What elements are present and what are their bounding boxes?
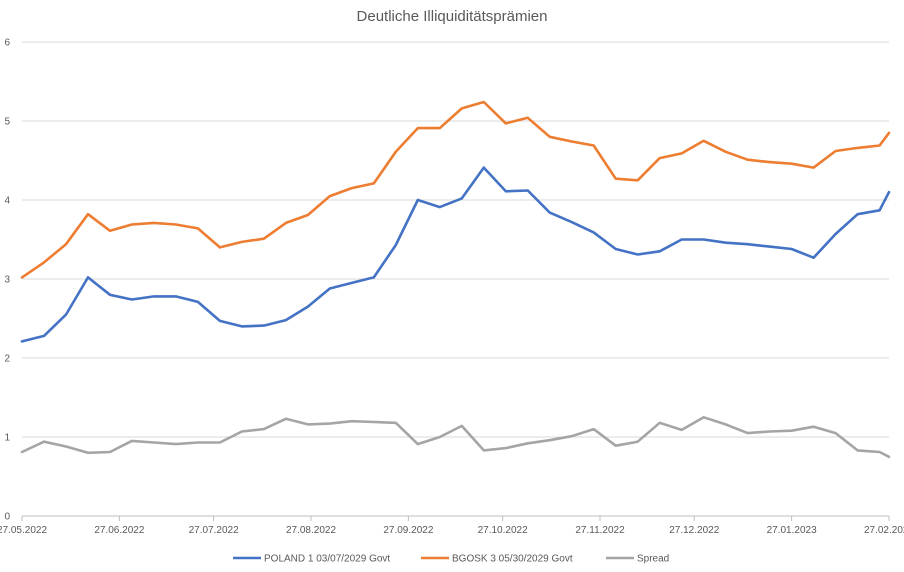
y-tick-label: 0	[4, 512, 10, 523]
series-line-1	[20, 166, 891, 343]
legend-label: BGOSK 3 05/30/2029 Govt	[452, 554, 573, 565]
chart-title: Deutliche Illiquiditätsprämien	[357, 8, 548, 25]
y-axis-ticks: 0 1 2 3 4 5 6	[4, 38, 10, 523]
series-lines	[20, 100, 891, 459]
series-line-3	[20, 415, 891, 459]
x-tick-label: 27.05.2022	[0, 525, 47, 536]
x-tick-label: 27.02.2023	[864, 525, 904, 536]
x-tick-label: 27.09.2022	[383, 525, 433, 536]
series-line-2	[20, 100, 891, 279]
x-tick-label: 27.12.2022	[669, 525, 719, 536]
x-tick-label: 27.01.2023	[767, 525, 817, 536]
legend-label: POLAND 1 03/07/2029 Govt	[264, 554, 390, 565]
x-tick-label: 27.06.2022	[94, 525, 144, 536]
y-tick-label: 5	[4, 117, 10, 128]
legend-label: Spread	[637, 554, 669, 565]
x-tick-label: 27.11.2022	[575, 525, 625, 536]
x-tick-label: 27.07.2022	[189, 525, 239, 536]
y-tick-label: 6	[4, 38, 10, 49]
x-axis-ticks: 27.05.2022 27.06.2022 27.07.2022 27.08.2022…	[0, 516, 904, 536]
y-tick-label: 3	[4, 275, 10, 286]
x-tick-label: 27.10.2022	[478, 525, 528, 536]
x-tick-label: 27.08.2022	[286, 525, 336, 536]
legend: POLAND 1 03/07/2029 Govt BGOSK 3 05/30/20…	[233, 554, 669, 565]
y-tick-label: 4	[4, 196, 10, 207]
y-tick-label: 1	[4, 433, 10, 444]
y-tick-label: 2	[4, 354, 10, 365]
